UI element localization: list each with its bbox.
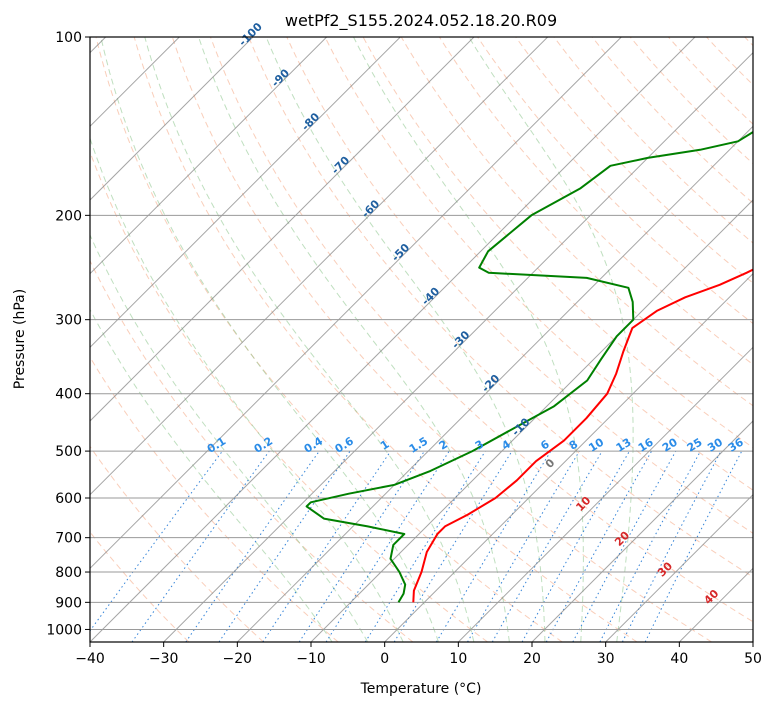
- x-tick-label: −40: [75, 651, 105, 667]
- x-tick-label: 20: [523, 651, 541, 667]
- x-tick-label: 40: [670, 651, 688, 667]
- x-tick-label: 50: [744, 651, 762, 667]
- x-tick-label: −10: [296, 651, 326, 667]
- y-tick-label: 100: [55, 30, 82, 46]
- y-tick-label: 700: [55, 531, 82, 547]
- y-tick-label: 800: [55, 565, 82, 581]
- x-tick-label: 10: [449, 651, 467, 667]
- x-tick-label: −30: [149, 651, 179, 667]
- x-tick-label: 30: [597, 651, 615, 667]
- x-axis-title: Temperature (°C): [360, 681, 482, 697]
- y-tick-label: 200: [55, 208, 82, 224]
- y-axis: 100 200 300 400 500 600 700 800 900 1000: [46, 30, 90, 638]
- y-tick-label: 500: [55, 444, 82, 460]
- x-tick-label: 0: [380, 651, 389, 667]
- x-axis: −40 −30 −20 −10 0 10 20 30 40 50: [75, 642, 762, 667]
- y-tick-label: 1000: [46, 622, 82, 638]
- y-tick-label: 600: [55, 491, 82, 507]
- isotherm: [753, 37, 775, 642]
- y-axis-title: Pressure (hPa): [12, 289, 28, 389]
- chart-title: wetPf2_S155.2024.052.18.20.R09: [285, 11, 557, 31]
- y-tick-label: 900: [55, 595, 82, 611]
- y-tick-label: 300: [55, 313, 82, 329]
- x-tick-label: −20: [223, 651, 253, 667]
- y-tick-label: 400: [55, 387, 82, 403]
